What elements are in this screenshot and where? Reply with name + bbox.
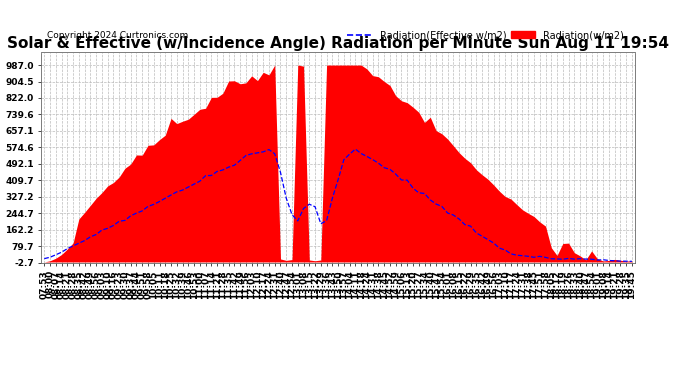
Text: Copyright 2024 Curtronics.com: Copyright 2024 Curtronics.com xyxy=(48,31,188,40)
Legend: Radiation(Effective w/m2), Radiation(w/m2): Radiation(Effective w/m2), Radiation(w/m… xyxy=(348,30,624,40)
Title: Solar & Effective (w/Incidence Angle) Radiation per Minute Sun Aug 11 19:54: Solar & Effective (w/Incidence Angle) Ra… xyxy=(7,36,669,51)
